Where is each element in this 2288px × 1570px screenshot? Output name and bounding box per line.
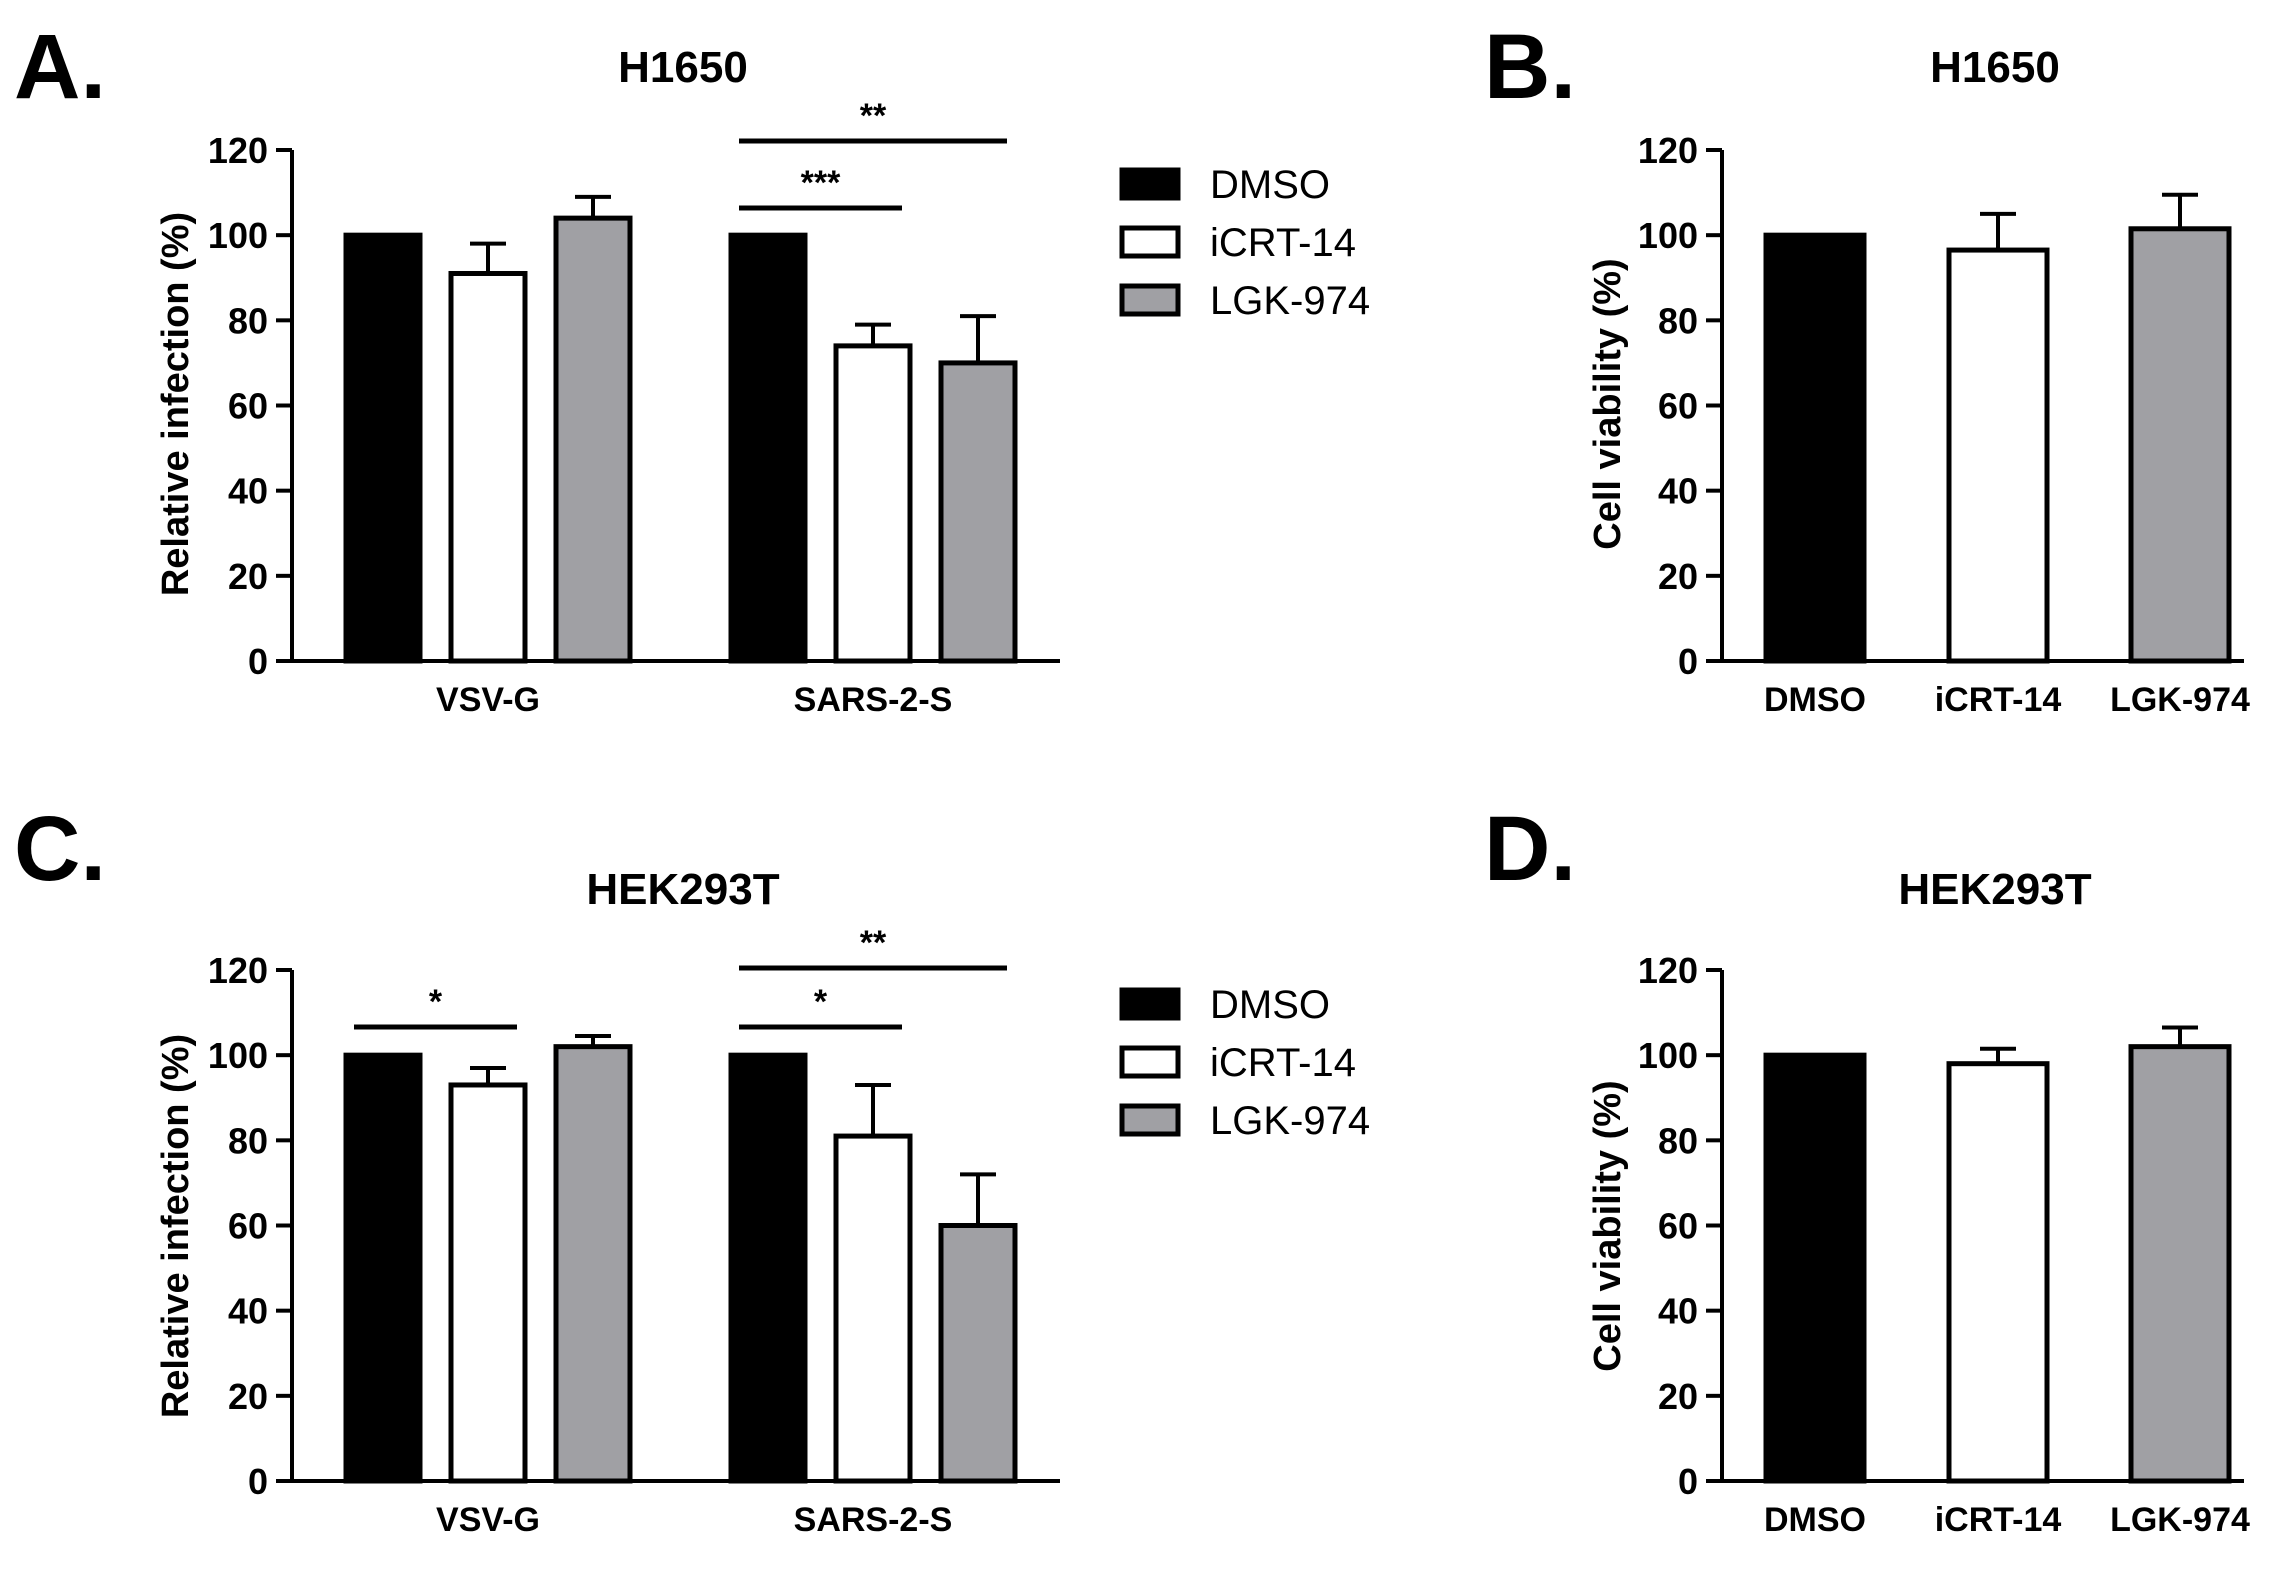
panel-c-legend-swatch — [1119, 987, 1181, 1021]
panel-a-legend-label: DMSO — [1210, 163, 1330, 207]
panel-d-y-axis-label: Cell viability (%) — [1587, 1080, 1629, 1371]
panel-c-y-axis-label: Relative infection (%) — [155, 1034, 197, 1418]
panel-a-lgk-974-bar — [553, 215, 633, 664]
panel-a-y-tick-label: 120 — [208, 130, 268, 171]
panel-c-icrt-14-bar — [448, 1082, 528, 1484]
panel-b-y-tick-label: 60 — [1658, 386, 1698, 427]
panel-a-dmso-bar — [343, 232, 423, 664]
panel-d: D. HEK293T Cell viability (%) 0 20 40 60 80 1… — [1484, 798, 2250, 1539]
panel-c-legend-label: DMSO — [1210, 983, 1330, 1027]
panel-c-y-tick-label: 40 — [228, 1291, 268, 1332]
panel-a-label: A. — [14, 16, 106, 118]
panel-d-icrt-14-bar — [1946, 1061, 2050, 1484]
panel-b-y-tick-label: 20 — [1658, 556, 1698, 597]
panel-d-y-tick-label: 20 — [1658, 1376, 1698, 1417]
panel-a-significance-label: *** — [801, 164, 841, 202]
panel-b: B. H1650 Cell viability (%) 0 20 40 60 80 100… — [1484, 16, 2250, 719]
panel-a-x-tick-label: SARS-2-S — [794, 681, 953, 719]
panel-b-y-tick-label: 100 — [1638, 215, 1698, 256]
panel-a-icrt-14-bar — [833, 343, 913, 664]
panel-d-y-tick-label: 60 — [1658, 1206, 1698, 1247]
panel-c-significance-label: ** — [860, 924, 887, 962]
panel-c-significance-label: * — [814, 983, 828, 1021]
panel-d-y-tick-label: 40 — [1658, 1291, 1698, 1332]
panel-b-y-tick-label: 40 — [1658, 471, 1698, 512]
panel-b-x-tick-label: iCRT-14 — [1935, 681, 2062, 719]
panel-b-y-tick-label: 80 — [1658, 300, 1698, 341]
panel-d-y-tick-label: 80 — [1658, 1120, 1698, 1161]
panel-c: C. HEK293T Relative infection (%) 0 20 40 6… — [14, 798, 1370, 1539]
panel-b-y-axis-label: Cell viability (%) — [1587, 258, 1629, 549]
panel-b-label: B. — [1484, 16, 1576, 118]
panel-a-legend-swatch — [1119, 283, 1181, 317]
panel-b-y-tick-label: 0 — [1678, 641, 1698, 682]
panel-a-legend-swatch — [1119, 225, 1181, 259]
panel-c-x-tick-label: SARS-2-S — [794, 1501, 953, 1539]
panel-c-legend-label: LGK-974 — [1210, 1099, 1370, 1143]
panel-c-y-tick-label: 0 — [248, 1461, 268, 1502]
panel-a-y-tick-label: 20 — [228, 556, 268, 597]
panel-c-significance-label: * — [429, 983, 443, 1021]
panel-a-legend-label: iCRT-14 — [1210, 221, 1356, 265]
panel-a-y-axis-label: Relative infection (%) — [155, 212, 197, 596]
panel-a-legend-label: LGK-974 — [1210, 279, 1370, 323]
panel-a-legend-swatch — [1119, 167, 1181, 201]
panel-c-y-tick-label: 60 — [228, 1206, 268, 1247]
panel-d-x-tick-label: iCRT-14 — [1935, 1501, 2062, 1539]
panel-a-y-tick-label: 80 — [228, 300, 268, 341]
panel-b-x-tick-label: LGK-974 — [2110, 681, 2250, 719]
panel-c-lgk-974-bar — [938, 1223, 1018, 1484]
panel-a-lgk-974-bar — [938, 360, 1018, 664]
panel-c-lgk-974-bar — [553, 1044, 633, 1484]
panel-d-x-tick-label: LGK-974 — [2110, 1501, 2250, 1539]
panel-b-lgk-974-bar — [2128, 226, 2232, 664]
panel-b-x-tick-label: DMSO — [1764, 681, 1866, 719]
panel-d-plot: 0 20 40 60 80 100 120 DMSO iCRT-14 LGK-974 — [1638, 950, 2250, 1539]
panel-c-dmso-bar — [728, 1052, 808, 1484]
panel-a-y-tick-label: 100 — [208, 215, 268, 256]
panel-a-y-tick-label: 40 — [228, 471, 268, 512]
panel-c-legend-swatch — [1119, 1045, 1181, 1079]
panel-c-y-tick-label: 20 — [228, 1376, 268, 1417]
panel-d-lgk-974-bar — [2128, 1044, 2232, 1484]
panel-d-y-tick-label: 100 — [1638, 1035, 1698, 1076]
panel-a-significance-label: ** — [860, 97, 887, 135]
panel-c-title: HEK293T — [586, 865, 779, 914]
panel-c-label: C. — [14, 798, 106, 900]
panel-c-icrt-14-bar — [833, 1133, 913, 1484]
panel-b-plot: 0 20 40 60 80 100 120 DMSO iCRT-14 LGK-974 — [1638, 130, 2250, 719]
panel-c-y-tick-label: 100 — [208, 1035, 268, 1076]
panel-c-y-tick-label: 120 — [208, 950, 268, 991]
panel-d-y-tick-label: 0 — [1678, 1461, 1698, 1502]
panel-a-x-tick-label: VSV-G — [436, 681, 540, 719]
panel-a: A. H1650 Relative infection (%) 0 20 40 60 8… — [14, 16, 1370, 719]
panel-d-title: HEK293T — [1898, 865, 2091, 914]
panel-a-title: H1650 — [618, 43, 748, 92]
panel-d-dmso-bar — [1763, 1052, 1867, 1484]
panel-c-legend-swatch — [1119, 1103, 1181, 1137]
panel-a-icrt-14-bar — [448, 270, 528, 664]
panel-a-y-tick-label: 0 — [248, 641, 268, 682]
panel-d-y-tick-label: 120 — [1638, 950, 1698, 991]
panel-c-y-tick-label: 80 — [228, 1120, 268, 1161]
panel-a-dmso-bar — [728, 232, 808, 664]
panel-c-dmso-bar — [343, 1052, 423, 1484]
panel-c-legend-label: iCRT-14 — [1210, 1041, 1356, 1085]
panel-d-label: D. — [1484, 798, 1576, 900]
panel-d-x-tick-label: DMSO — [1764, 1501, 1866, 1539]
panel-b-y-tick-label: 120 — [1638, 130, 1698, 171]
panel-b-icrt-14-bar — [1946, 247, 2050, 664]
panel-c-x-tick-label: VSV-G — [436, 1501, 540, 1539]
panel-b-dmso-bar — [1763, 232, 1867, 664]
panel-b-title: H1650 — [1930, 43, 2060, 92]
panel-a-y-tick-label: 60 — [228, 386, 268, 427]
